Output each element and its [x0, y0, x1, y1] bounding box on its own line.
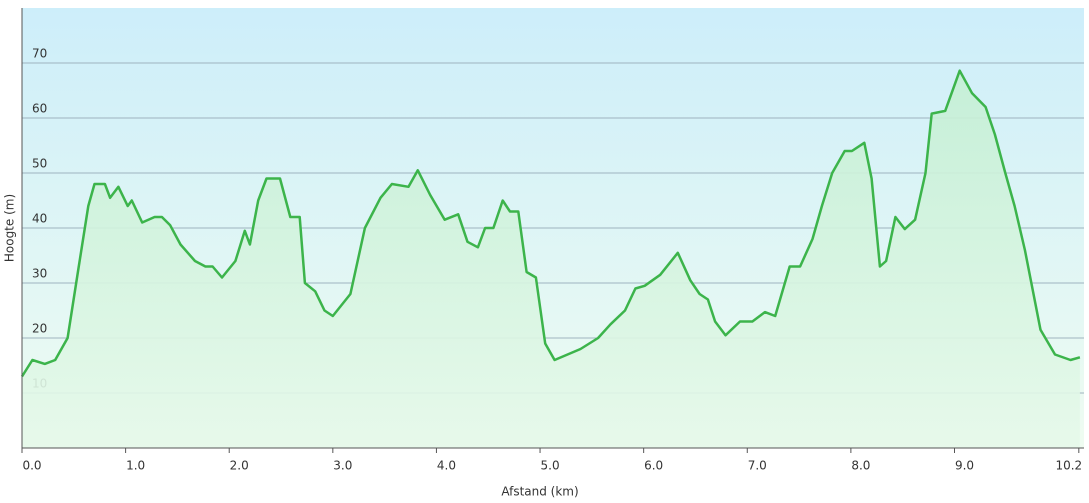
y-tick-label: 60 [32, 102, 47, 116]
y-tick-label: 40 [32, 212, 47, 226]
area-fill [22, 70, 1080, 448]
x-tick-label: 5.0 [541, 459, 560, 473]
x-tick-label: 3.0 [333, 459, 352, 473]
x-tick-label: 9.0 [955, 459, 974, 473]
y-tick-label: 70 [32, 47, 47, 61]
x-tick-label: 0.0 [22, 459, 41, 473]
y-tick-label: 30 [32, 267, 47, 281]
y-axis-label: Hoogte (m) [3, 194, 17, 262]
x-tick-label: 4.0 [437, 459, 456, 473]
x-axis-label: Afstand (km) [501, 485, 578, 499]
x-tick-label: 1.0 [126, 459, 145, 473]
x-tick-label: 8.0 [851, 459, 870, 473]
x-tick-label: 7.0 [748, 459, 767, 473]
y-tick-label: 50 [32, 157, 47, 171]
x-tick-label: 6.0 [644, 459, 663, 473]
x-tick-label: 2.0 [230, 459, 249, 473]
elevation-line [20, 69, 1081, 378]
y-tick-label: 20 [32, 322, 47, 336]
x-tick-label: 10.2 [1055, 459, 1082, 473]
